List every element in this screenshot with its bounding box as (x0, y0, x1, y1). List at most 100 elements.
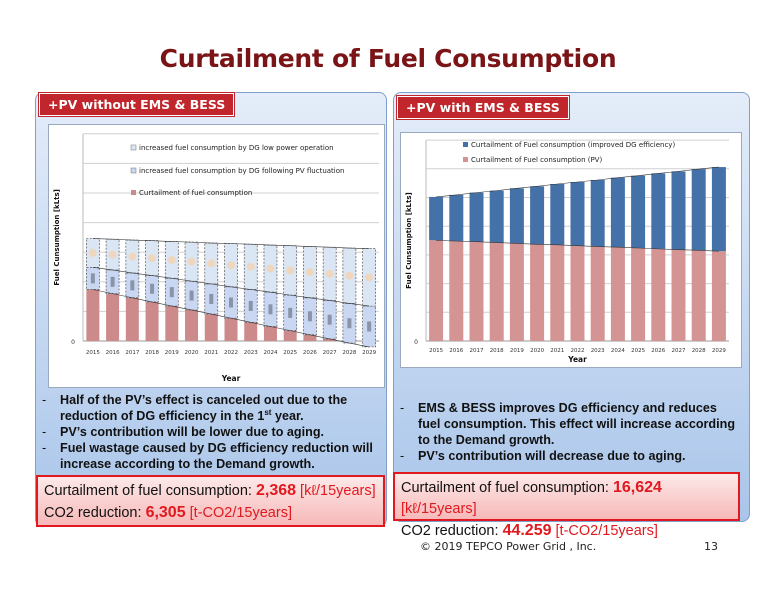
legend-swatch (131, 190, 136, 195)
series-connector-line (92, 266, 370, 307)
bar-curtailment (106, 293, 120, 341)
co2-value: 6,305 (145, 504, 186, 521)
bullet-text: Fuel wastage caused by DG efficiency red… (60, 441, 373, 471)
fuel-result: Curtailment of fuel consumption: 2,368 [… (44, 480, 377, 502)
bar-pattern (130, 280, 135, 291)
bar-segment-1 (691, 169, 706, 251)
bar-curtailment (449, 241, 464, 341)
series-connector-line (436, 166, 719, 198)
bar-segment-1 (570, 182, 585, 246)
fuel-label: Curtailment of fuel consumption: (44, 483, 256, 499)
bar-pattern (365, 273, 374, 282)
bullet-sup: st (264, 407, 272, 417)
series-connector-line (92, 289, 370, 348)
bullet-text: Half of the PV’s effect is canceled out … (60, 393, 348, 423)
x-tick-label: 2019 (510, 348, 524, 354)
bar-pattern (229, 297, 233, 308)
left-panel-tag: +PV without EMS & BESS (39, 93, 235, 116)
y-axis-label: Fuel Cunsumption [kLts] (405, 192, 413, 289)
fuel-result: Curtailment of fuel consumption: 16,624 … (401, 477, 732, 520)
x-tick-label: 2023 (244, 350, 258, 356)
x-axis-label: Year (567, 355, 587, 364)
bar-pattern (169, 287, 174, 298)
x-tick-label: 2017 (125, 350, 139, 356)
right-result-box: Curtailment of fuel consumption: 16,624 … (393, 472, 740, 539)
bar-curtailment (489, 242, 504, 341)
x-tick-label: 2029 (712, 348, 726, 354)
bar-curtailment (550, 244, 565, 341)
bar-pattern (347, 318, 352, 329)
y-axis-label: Fuel Cunsumption [kLts] (53, 189, 61, 286)
bar-pattern (305, 268, 314, 277)
bar-pattern (307, 311, 312, 322)
x-tick-label: 2026 (303, 350, 317, 356)
bar-curtailment (145, 301, 159, 341)
bar-curtailment (590, 246, 605, 341)
bar-curtailment (185, 309, 199, 341)
bar-segment-1 (651, 173, 666, 249)
bar-pattern (90, 273, 95, 284)
bar-pattern (88, 248, 97, 257)
fuel-value: 2,368 (255, 482, 297, 499)
bar-curtailment (631, 248, 646, 341)
bar-pattern (189, 290, 194, 301)
bar-segment-1 (550, 184, 565, 245)
co2-result: CO2 reduction: 6,305 [t-CO2/15years] (44, 502, 377, 524)
legend-label: increased fuel consumption by DG followi… (139, 167, 344, 175)
bar-pattern (288, 307, 293, 318)
bar-pattern (367, 321, 372, 332)
x-tick-label: 2019 (165, 350, 179, 356)
bar-pattern (345, 271, 354, 280)
bar-pattern (248, 300, 253, 311)
x-tick-label: 2017 (470, 348, 484, 354)
co2-unit: [t-CO2/15years] (185, 505, 292, 521)
series-connector-line (436, 239, 719, 252)
bar-segment-1 (429, 196, 444, 241)
bar-pattern (148, 254, 157, 263)
bar-curtailment (671, 249, 686, 341)
left-chart: 0 Fuel Cunsumption [kLts] Year 2015 2016 2017… (48, 124, 385, 388)
x-tick-label: 2025 (283, 350, 297, 356)
bar-curtailment (530, 244, 545, 341)
x-tick-label: 2016 (449, 348, 463, 354)
right-bullets: EMS & BESS improves DG efficiency and re… (396, 400, 741, 464)
bar-segment-1 (530, 186, 545, 245)
left-bullets: Half of the PV’s effect is canceled out … (38, 392, 384, 472)
bar-segment-1 (711, 167, 726, 252)
left-chart-svg: 0 Fuel Cunsumption [kLts] Year 2015 2016 2017… (53, 133, 379, 383)
bar-curtailment (204, 314, 218, 341)
bar-pattern (207, 259, 216, 268)
bar-segment-1 (489, 190, 504, 243)
bar-segment-1 (631, 175, 646, 249)
fuel-value: 16,624 (612, 479, 662, 496)
x-tick-label: 2020 (185, 350, 199, 356)
bar-segment-1 (671, 171, 686, 250)
bar-curtailment (165, 306, 179, 341)
bar-pattern (150, 283, 155, 294)
x-tick-label: 2028 (342, 350, 356, 356)
right-chart: 0 Fuel Cunsumption [kLts] Year 2015 2016 2017… (400, 132, 742, 368)
legend-label: Curtailment of Fuel consumption (PV) (471, 156, 602, 164)
y-tick-label: 0 (414, 339, 418, 346)
slide-title: Curtailment of Fuel Consumption (159, 44, 617, 73)
legend-swatch (130, 167, 137, 174)
x-tick-label: 2021 (204, 350, 218, 356)
legend-label: increased fuel consumption by DG low pow… (139, 144, 334, 152)
x-tick-label: 2015 (429, 348, 443, 354)
bar-pattern (227, 261, 235, 270)
bar-curtailment (283, 330, 297, 341)
bullet: EMS & BESS improves DG efficiency and re… (396, 400, 741, 448)
bullet-text: PV’s contribution will be lower due to a… (60, 425, 325, 439)
bar-curtailment (125, 297, 139, 341)
x-tick-label: 2020 (530, 348, 544, 354)
fuel-unit: [kℓ/15years] (401, 501, 477, 517)
bullet: Fuel wastage caused by DG efficiency red… (38, 440, 384, 472)
bullet: Half of the PV’s effect is canceled out … (38, 392, 384, 424)
copyright: © 2019 TEPCO Power Grid , Inc. (420, 540, 597, 553)
bar-curtailment (303, 334, 317, 341)
bar-pattern (209, 293, 214, 304)
bar-segment-1 (590, 179, 605, 247)
x-tick-label: 2016 (106, 350, 120, 356)
bar-curtailment (323, 338, 337, 341)
x-tick-label: 2024 (611, 348, 625, 354)
